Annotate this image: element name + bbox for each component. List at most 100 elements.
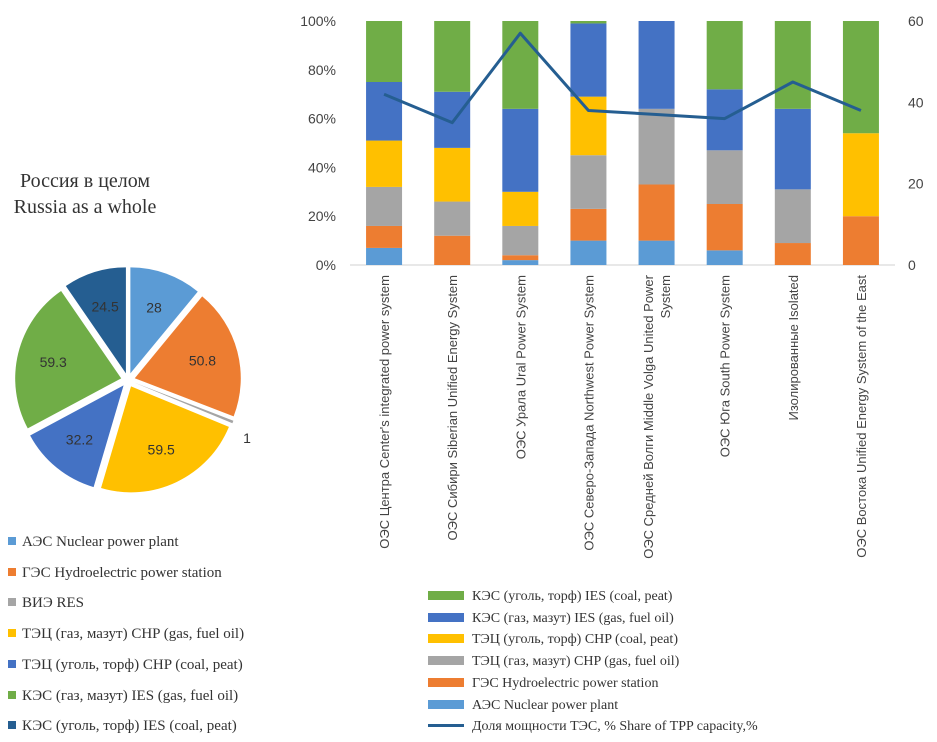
bar-segment xyxy=(366,186,403,226)
y-tick-label: 80% xyxy=(308,62,336,78)
pie-slice-6 xyxy=(15,291,122,429)
bar-segment xyxy=(842,216,879,265)
category-label: ОЭС Средней Волги Middle Volga United Po… xyxy=(641,274,656,558)
bar-segment xyxy=(502,225,539,256)
legend-swatch xyxy=(8,567,16,576)
legend-label: ТЭЦ (уголь, торф) CHP (coal, peat) xyxy=(22,656,243,673)
pie-slice-5 xyxy=(30,385,124,488)
bar-segment xyxy=(434,147,471,202)
legend-swatch xyxy=(8,629,16,638)
pie-legend-item: ТЭЦ (газ, мазут) CHP (gas, fuel oil) xyxy=(8,626,244,643)
bar-segment xyxy=(366,82,403,141)
bar-legend-item: Доля мощности ТЭС, % Share of TPP capaci… xyxy=(428,719,758,735)
pie-stray-label: 1 xyxy=(243,430,251,446)
pie-slice-label: 24.5 xyxy=(92,299,119,315)
pie-legend-item: КЭС (уголь, торф) IES (coal, peat) xyxy=(8,718,237,735)
bar-segment xyxy=(570,21,607,24)
bar-legend-item: АЭС Nuclear power plant xyxy=(428,698,618,714)
legend-swatch xyxy=(428,677,464,687)
bar-segment xyxy=(706,250,743,265)
pie-slice-label: 59.5 xyxy=(148,441,175,457)
y2-tick-label: 0 xyxy=(908,257,916,273)
bar-legend-item: ТЭЦ (уголь, торф) CHP (coal, peat) xyxy=(428,632,678,648)
y-tick-label: 60% xyxy=(308,111,336,127)
category-label: ОЭС Сибири Siberian Unified Energy Syste… xyxy=(445,275,460,540)
y-tick-label: 20% xyxy=(308,208,336,224)
bar-segment xyxy=(706,204,743,251)
bar-segment xyxy=(502,260,539,265)
pie-slice-label: 50.8 xyxy=(189,352,216,368)
bar-legend-item: КЭС (уголь, торф) IES (coal, peat) xyxy=(428,589,672,605)
bar-segment xyxy=(570,208,607,241)
legend-label: ТЭЦ (уголь, торф) CHP (coal, peat) xyxy=(472,632,678,648)
category-label: ОЭС Юга South Power System xyxy=(718,275,733,457)
category-label: Изолированные Isolated xyxy=(786,275,801,420)
bar-segment xyxy=(366,225,403,248)
category-label: ОЭС Северо-Запада Northwest Power System xyxy=(581,275,596,551)
legend-label: Доля мощности ТЭС, % Share of TPP capaci… xyxy=(472,719,758,735)
legend-label: АЭС Nuclear power plant xyxy=(472,697,619,713)
legend-label: ТЭЦ (газ, мазут) CHP (gas, fuel oil) xyxy=(472,654,680,670)
bar-legend-item: ГЭС Hydroelectric power station xyxy=(428,676,658,692)
legend-label: КЭС (уголь, торф) IES (coal, peat) xyxy=(22,718,237,735)
pie-legend-item: АЭС Nuclear power plant xyxy=(8,534,179,551)
legend-swatch xyxy=(428,612,464,622)
y-tick-label: 100% xyxy=(300,13,336,29)
pie-subtitle: Russia as a whole xyxy=(13,196,157,218)
pie-legend-item: ГЭС Hydroelectric power station xyxy=(8,565,222,582)
bar-legend-item: ТЭЦ (газ, мазут) CHP (gas, fuel oil) xyxy=(428,654,679,670)
y2-tick-label: 60 xyxy=(908,13,924,29)
bar-segment xyxy=(366,21,403,82)
bar-segment xyxy=(774,21,811,109)
y-tick-label: 0% xyxy=(316,257,336,273)
pie-slice-1 xyxy=(130,267,198,374)
legend-swatch xyxy=(428,656,464,666)
category-label: ОЭС Урала Ural Power System xyxy=(513,275,528,459)
legend-swatch xyxy=(8,598,16,607)
legend-swatch xyxy=(8,721,16,730)
legend-swatch xyxy=(8,690,16,699)
bar-segment xyxy=(638,108,675,185)
bar-segment xyxy=(366,247,403,265)
pie-title: Россия в целом xyxy=(19,170,151,192)
bar-segment xyxy=(842,21,879,134)
pie-slice-7 xyxy=(65,267,126,374)
legend-swatch xyxy=(428,699,464,709)
pie-legend-item: ВИЭ RES xyxy=(8,595,84,612)
category-label: System xyxy=(658,275,673,318)
bar-segment xyxy=(638,240,675,265)
y-tick-label: 40% xyxy=(308,159,336,175)
category-label: ОЭС Центра Center's integrated power sys… xyxy=(377,275,392,549)
bar-segment xyxy=(502,108,539,192)
bar-segment xyxy=(366,140,403,187)
legend-label: АЭС Nuclear power plant xyxy=(22,534,179,550)
bar-segment xyxy=(434,91,471,148)
bar-legend-item: КЭС (газ, мазут) IES (gas, fuel oil) xyxy=(428,611,674,627)
legend-swatch xyxy=(428,591,464,600)
legend-swatch xyxy=(428,724,464,728)
bar-segment xyxy=(434,201,471,236)
legend-label: КЭС (уголь, торф) IES (coal, peat) xyxy=(472,589,673,604)
legend-label: КЭС (газ, мазут) IES (gas, fuel oil) xyxy=(22,687,239,704)
legend-swatch xyxy=(428,634,464,644)
legend-swatch xyxy=(8,659,16,668)
tpp-share-line xyxy=(383,31,862,125)
bar-segment xyxy=(434,21,471,92)
bar-segment xyxy=(502,191,539,226)
legend-swatch xyxy=(8,537,16,545)
pie-slice-label: 59.3 xyxy=(40,354,67,370)
pie-legend-item: КЭС (газ, мазут) IES (gas, fuel oil) xyxy=(8,688,238,705)
legend-label: ГЭС Hydroelectric power station xyxy=(472,675,659,691)
bar-segment xyxy=(706,21,743,90)
y2-tick-label: 40 xyxy=(908,94,924,110)
bar-segment xyxy=(434,235,471,265)
bar-segment xyxy=(774,189,811,244)
bar-segment xyxy=(502,255,539,261)
pie-slice-4 xyxy=(101,386,229,493)
category-label: ОЭС Востока Unified Energy System of the… xyxy=(854,275,869,558)
pie-slice-3 xyxy=(134,382,234,424)
bar-segment xyxy=(774,108,811,190)
bar-segment xyxy=(842,133,879,217)
legend-label: КЭС (газ, мазут) IES (gas, fuel oil) xyxy=(472,610,674,626)
